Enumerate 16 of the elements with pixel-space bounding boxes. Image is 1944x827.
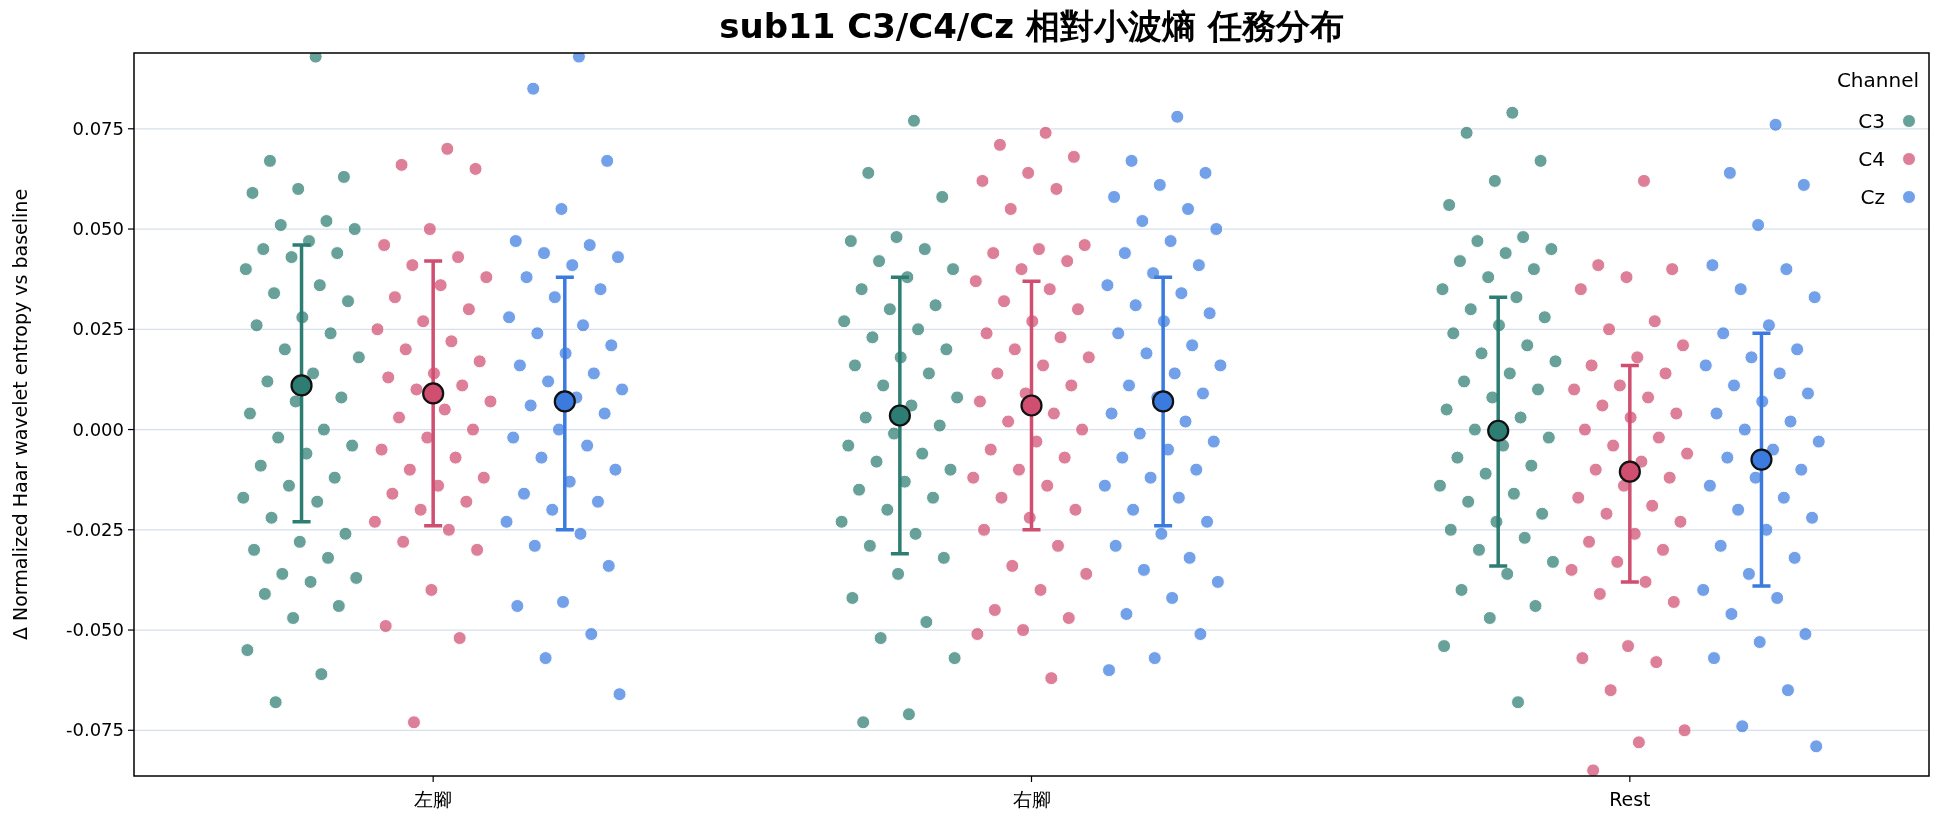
- x-tick-label: 左腳: [414, 788, 453, 810]
- legend-label: C3: [1858, 109, 1885, 133]
- legend-label: Cz: [1860, 185, 1885, 209]
- y-tick-label: 0.025: [72, 318, 124, 340]
- y-tick-label: 0.050: [72, 218, 124, 240]
- legend-label: C4: [1858, 147, 1885, 171]
- y-axis-title: Δ Normalized Haar wavelet entropy vs baseline: [9, 188, 31, 641]
- y-tick-label: -0.050: [65, 619, 124, 641]
- y-tick-label: 0.000: [72, 418, 124, 440]
- y-tick-label: 0.075: [72, 117, 124, 139]
- legend-title: Channel: [1836, 68, 1919, 92]
- x-tick-label: 右腳: [1012, 788, 1051, 810]
- x-tick-label: Rest: [1609, 788, 1651, 810]
- y-tick-label: -0.025: [65, 518, 124, 540]
- chart-title: sub11 C3/C4/Cz 相對小波熵 任務分布: [719, 6, 1344, 46]
- y-tick-label: -0.075: [65, 719, 124, 741]
